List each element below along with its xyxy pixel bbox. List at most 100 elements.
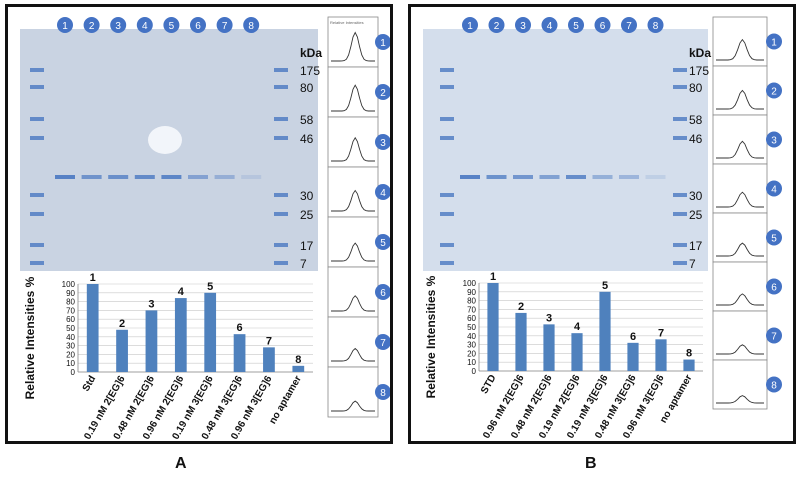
panel-a-ytick-10: 10 [66, 359, 75, 368]
panel-a-bar-label-5: 5 [207, 281, 213, 293]
panel-a-ylabel: Relative Intensities % [23, 276, 37, 399]
panel-a-marker-label-46: 46 [300, 132, 314, 146]
panel-a-letter: A [175, 455, 187, 472]
panel-a-marker-label-58: 58 [300, 113, 314, 127]
panel-b-ladder-band-left-30 [440, 193, 454, 197]
panel-a-ladder-band-left-30 [30, 193, 44, 197]
panel-b-profile-trace-6 [716, 293, 764, 306]
panel-a-profile-number-5: 5 [380, 238, 386, 249]
panel-b-lane-number-3: 3 [520, 21, 526, 32]
panel-b-lane-number-6: 6 [600, 21, 606, 32]
panel-b-ytick-60: 60 [467, 314, 476, 323]
panel-a-ladder-band-left-17 [30, 243, 44, 247]
panel-b-profile-badge-1 [766, 33, 782, 50]
panel-a-ladder-band-right-7 [274, 261, 288, 265]
panel-a-profile-box-6 [327, 266, 379, 318]
panel-a-lane-badge-8 [243, 17, 260, 33]
panel-b-ylabel: Relative Intensities % [424, 275, 438, 398]
panel-a-profile-number-2: 2 [380, 88, 386, 99]
panel-a-bar-4 [174, 298, 187, 372]
panel-a-marker-unit: kDa [300, 46, 322, 60]
panel-b-bar-7 [655, 339, 667, 371]
panel-a-bar-6 [233, 334, 246, 372]
panel-a-bar-8 [292, 365, 305, 372]
panel-b-marker-label-17: 17 [689, 239, 703, 253]
panel-a-bar-label-8: 8 [295, 354, 301, 366]
panel-a-sample-band-3 [108, 175, 129, 179]
panel-a-ladder-band-left-80 [30, 85, 44, 89]
panel-b-profile-box-8 [712, 359, 768, 410]
panel-a-bar-7 [263, 347, 275, 372]
panel-b-ytick-0: 0 [472, 367, 477, 376]
panel-a-profile-box-2 [327, 66, 379, 118]
panel-a-profile-trace-6 [331, 295, 375, 312]
panel-a-profile-trace-8 [331, 400, 375, 412]
panel-b-lane-badge-8 [647, 17, 664, 33]
panel-a-lane-number-3: 3 [115, 21, 121, 32]
panel-a-bar-3 [145, 310, 158, 372]
panel-a: 1 2 3 4 5 6 7 8 175 80 58 46 30 25 17 7 kDa 1 2 3 4 5 6 7 8 Relat… [5, 4, 393, 444]
panel-b-sample-band-5 [566, 175, 586, 179]
panel-a-sample-band-4 [134, 175, 155, 179]
panel-a-lane-badge-5 [163, 17, 180, 33]
panel-b-sample-band-2 [486, 175, 507, 179]
panel-a-ytick-70: 70 [66, 306, 75, 315]
panel-b-ytick-50: 50 [467, 323, 476, 332]
panel-a-bar-1 [86, 284, 99, 372]
panel-b-profile-trace-8 [716, 395, 764, 404]
panel-a-lane-number-8: 8 [248, 21, 254, 32]
panel-b-lane-number-7: 7 [626, 21, 632, 32]
panel-b-profile-number-6: 6 [771, 283, 777, 294]
panel-b-lane-badge-1 [462, 17, 478, 33]
panel-a-bar-5 [204, 292, 217, 372]
panel-b-bar-1 [487, 283, 499, 371]
panel-b-profile-trace-5 [716, 242, 764, 257]
panel-a-ladder-band-right-58 [274, 117, 288, 121]
panel-a-ytick-80: 80 [66, 298, 75, 307]
panel-b-ladder-band-right-46 [673, 136, 687, 140]
panel-b-ladder-band-right-25 [673, 212, 687, 216]
panel-a-lane-badge-6 [190, 17, 206, 33]
panel-b-lane-badge-5 [568, 17, 584, 33]
panel-a-ladder-band-right-175 [274, 68, 288, 72]
panel-b-lane-badge-2 [488, 17, 505, 33]
panel-b-ladder-band-right-17 [673, 243, 687, 247]
panel-b-profile-number-1: 1 [771, 38, 777, 49]
panel-b-ytick-30: 30 [467, 341, 476, 350]
panel-a-profile-number-6: 6 [380, 288, 386, 299]
panel-a-bar-label-3: 3 [148, 298, 154, 310]
panel-b-profile-box-4 [712, 163, 768, 214]
panel-b-profile-number-5: 5 [771, 234, 777, 245]
panel-b-sample-band-8 [645, 175, 666, 179]
panel-b-profile-trace-4 [716, 191, 764, 208]
panel-b-profile-box-3 [712, 114, 768, 165]
panel-a-ladder-band-left-7 [30, 261, 44, 265]
panel-a-bar-2 [116, 329, 128, 372]
panel-b-bar-label-1: 1 [490, 271, 496, 283]
panel-b-ytick-80: 80 [467, 297, 476, 306]
panel-a-lane-number-1: 1 [62, 21, 68, 32]
panel-a-ladder-band-right-46 [274, 136, 288, 140]
panel-b-lane-number-5: 5 [573, 21, 579, 32]
panel-a-lane-number-6: 6 [195, 21, 201, 32]
panel-a-profile-trace-1 [331, 31, 375, 62]
panel-b-ytick-10: 10 [467, 358, 476, 367]
panel-b-bar-label-2: 2 [518, 301, 524, 313]
panel-a-profile-badge-7 [375, 334, 390, 350]
panel-a-profile-badge-8 [375, 384, 390, 400]
panel-b-bar-5 [599, 291, 611, 371]
panel-a-lane-number-5: 5 [169, 21, 175, 32]
panel-b-ytick-90: 90 [467, 288, 476, 297]
panel-a-profile-header: Relative Intensities [330, 20, 364, 25]
panel-b-marker-label-80: 80 [689, 81, 703, 95]
panel-a-sample-band-6 [188, 175, 208, 179]
panel-b-lane-number-2: 2 [494, 21, 500, 32]
panel-a-marker-label-7: 7 [300, 257, 307, 271]
panel-a-sample-band-5 [161, 175, 182, 179]
panel-b-ladder-band-right-175 [673, 68, 687, 72]
panel-b-ladder-band-left-17 [440, 243, 454, 247]
panel-b-profile-badge-2 [766, 82, 782, 99]
panel-b-gel [423, 29, 708, 271]
panel-a-profile-box-1 [327, 16, 379, 68]
panel-b-profile-box-1 [712, 16, 768, 67]
